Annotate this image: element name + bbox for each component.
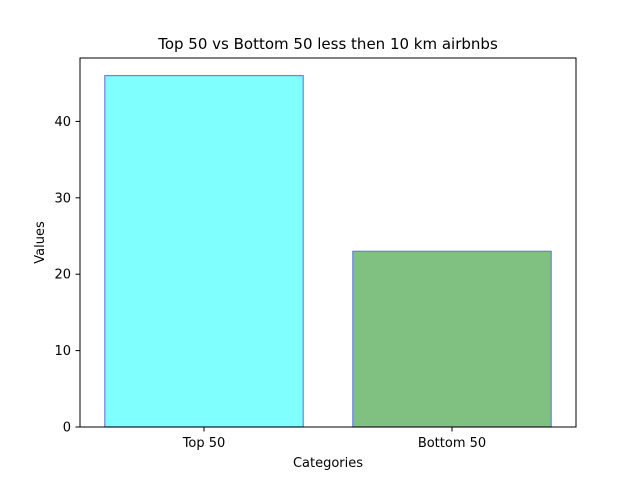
x-tick-label: Bottom 50 [418, 436, 486, 451]
chart-title: Top 50 vs Bottom 50 less then 10 km airb… [157, 35, 498, 53]
y-tick-label: 0 [63, 421, 71, 436]
bars-layer [104, 74, 552, 428]
bar-top-50 [104, 74, 304, 428]
bar-bottom-50 [352, 250, 552, 428]
x-axis: Top 50 Bottom 50 [182, 427, 486, 451]
y-tick-label: 40 [54, 115, 71, 130]
y-tick-label: 20 [54, 268, 71, 283]
y-tick-label: 30 [54, 191, 71, 206]
y-tick-label: 10 [54, 344, 71, 359]
plot-frame [79, 57, 577, 428]
y-axis: 0 10 20 30 40 [54, 115, 80, 436]
x-axis-label: Categories [293, 456, 363, 471]
y-axis-label: Values [33, 221, 48, 264]
x-tick-label: Top 50 [182, 436, 226, 451]
